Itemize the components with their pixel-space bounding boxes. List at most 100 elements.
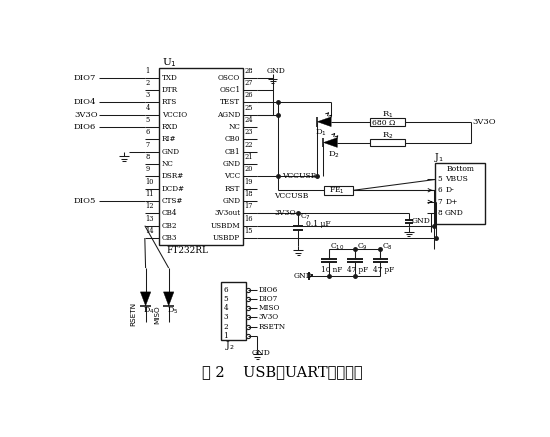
Text: D$_2$: D$_2$ — [328, 149, 340, 160]
Text: 3V3out: 3V3out — [214, 209, 240, 217]
Text: 10 nF: 10 nF — [321, 266, 343, 274]
Polygon shape — [317, 117, 331, 127]
Text: CB1: CB1 — [224, 148, 240, 156]
Text: C$_{10}$: C$_{10}$ — [331, 242, 345, 253]
Text: 6: 6 — [146, 128, 150, 136]
Text: USBDM: USBDM — [211, 222, 240, 230]
Text: OSCO: OSCO — [218, 74, 240, 82]
Bar — [371, 139, 405, 146]
Text: 26: 26 — [244, 91, 252, 99]
Text: 680 Ω: 680 Ω — [372, 118, 395, 126]
Text: 3V3O: 3V3O — [258, 313, 279, 321]
Text: 14: 14 — [146, 227, 154, 235]
Text: R$_2$: R$_2$ — [382, 130, 393, 141]
Text: J$_2$: J$_2$ — [225, 339, 235, 351]
Text: CTS#: CTS# — [162, 197, 183, 205]
Text: OSC1: OSC1 — [219, 86, 240, 94]
Text: 4: 4 — [223, 304, 228, 312]
Text: R$_1$: R$_1$ — [382, 110, 393, 120]
Text: RSETN: RSETN — [130, 302, 136, 326]
Text: DIO5: DIO5 — [74, 197, 96, 205]
Text: CB4: CB4 — [162, 209, 177, 217]
Text: CB3: CB3 — [162, 234, 177, 242]
Text: NC: NC — [228, 123, 240, 131]
Text: 6: 6 — [437, 186, 442, 194]
Text: FT232RL: FT232RL — [166, 246, 208, 255]
Text: DIO7: DIO7 — [74, 74, 96, 82]
Text: MISO: MISO — [258, 304, 280, 312]
Text: 3: 3 — [223, 313, 228, 321]
Text: VCC: VCC — [224, 173, 240, 180]
Text: 6: 6 — [223, 286, 228, 294]
Text: 27: 27 — [244, 79, 252, 87]
Text: GND: GND — [162, 148, 180, 156]
Text: 16: 16 — [244, 215, 252, 222]
Text: D$_4$: D$_4$ — [142, 306, 154, 316]
Polygon shape — [140, 292, 151, 306]
Text: 21: 21 — [244, 153, 252, 161]
Text: NC: NC — [162, 160, 174, 168]
Text: VBUS: VBUS — [445, 176, 468, 184]
Text: GND: GND — [412, 217, 431, 225]
Text: TEST: TEST — [220, 98, 240, 107]
Bar — [324, 186, 354, 195]
Text: 25: 25 — [244, 104, 252, 112]
Bar — [159, 68, 243, 245]
Text: 0.1 μF: 0.1 μF — [306, 220, 331, 228]
Text: 1: 1 — [146, 67, 150, 75]
Text: DIO7: DIO7 — [258, 295, 278, 303]
Text: U$_1$: U$_1$ — [162, 56, 177, 69]
Text: GND: GND — [445, 209, 464, 217]
Text: 3V3O: 3V3O — [472, 118, 496, 126]
Text: 18: 18 — [244, 190, 252, 198]
Text: D-: D- — [445, 186, 454, 194]
Text: 2: 2 — [223, 323, 228, 330]
Text: 3V3O: 3V3O — [74, 111, 97, 119]
Text: MISO: MISO — [154, 305, 160, 323]
Polygon shape — [163, 292, 174, 306]
Text: RST: RST — [225, 185, 240, 193]
Text: DIO6: DIO6 — [258, 286, 278, 294]
Text: 20: 20 — [244, 165, 252, 173]
Text: 12: 12 — [146, 202, 154, 210]
Text: D$_5$: D$_5$ — [167, 306, 179, 316]
Text: 7: 7 — [146, 141, 150, 149]
Text: AGND: AGND — [217, 111, 240, 119]
Text: C$_8$: C$_8$ — [382, 242, 393, 253]
Text: RXD: RXD — [162, 123, 178, 131]
Text: DCD#: DCD# — [162, 185, 185, 193]
Text: 图 2    USB转UART接口电路: 图 2 USB转UART接口电路 — [201, 365, 362, 379]
Text: 13: 13 — [146, 215, 154, 222]
Text: 47 pF: 47 pF — [373, 266, 394, 274]
Text: CB0: CB0 — [225, 135, 240, 143]
Text: DTR: DTR — [162, 86, 178, 94]
Text: DIO4: DIO4 — [74, 98, 96, 107]
Text: 47 pF: 47 pF — [348, 266, 369, 274]
Text: FE$_1$: FE$_1$ — [329, 185, 345, 195]
Text: 19: 19 — [244, 178, 252, 186]
Text: 15: 15 — [244, 227, 252, 235]
Bar — [435, 163, 485, 224]
Text: 17: 17 — [244, 202, 252, 210]
Text: 3V3O: 3V3O — [274, 209, 296, 217]
Text: C$_9$: C$_9$ — [356, 242, 367, 253]
Text: 7: 7 — [437, 198, 442, 206]
Text: 24: 24 — [244, 116, 253, 124]
Text: GND: GND — [294, 272, 312, 280]
Text: 4: 4 — [146, 104, 150, 112]
Text: GND: GND — [222, 197, 240, 205]
Text: 8: 8 — [437, 209, 442, 217]
Text: USBDP: USBDP — [213, 234, 240, 242]
Text: RTS: RTS — [162, 98, 177, 107]
Text: 5: 5 — [223, 295, 228, 303]
Text: GND: GND — [252, 349, 271, 357]
Text: 8: 8 — [146, 153, 150, 161]
Text: 11: 11 — [146, 190, 154, 198]
Text: 2: 2 — [146, 79, 150, 87]
Text: GND: GND — [222, 160, 240, 168]
Text: GND: GND — [267, 67, 285, 75]
Bar — [371, 118, 405, 125]
Polygon shape — [323, 138, 337, 147]
Text: 5: 5 — [437, 176, 442, 184]
Text: 3: 3 — [146, 91, 150, 99]
